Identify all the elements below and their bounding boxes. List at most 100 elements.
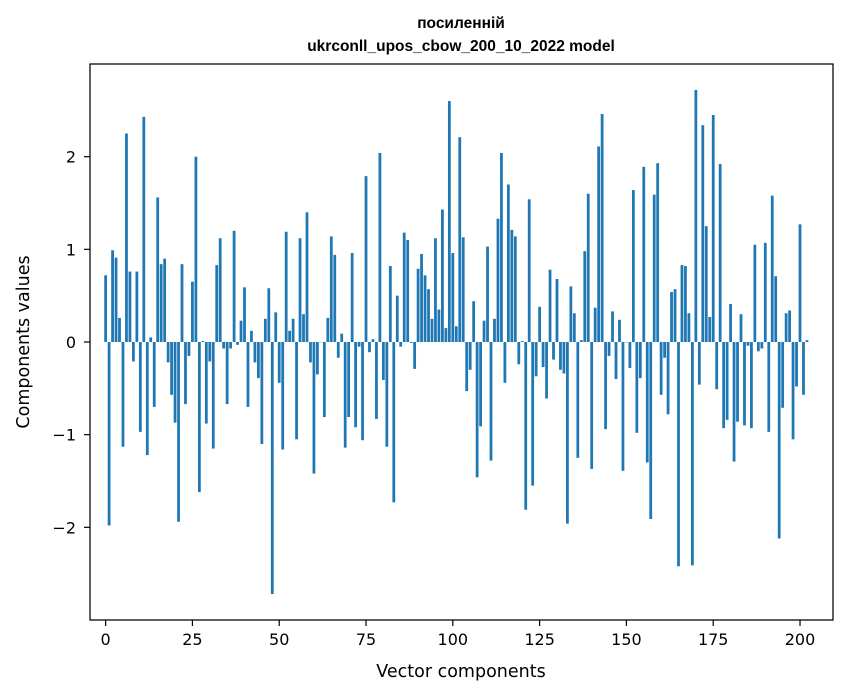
y-axis-label: Components values	[14, 255, 34, 428]
bar	[111, 250, 114, 342]
bar	[708, 317, 711, 342]
bar	[254, 342, 257, 362]
bar	[365, 176, 368, 342]
bar	[389, 266, 392, 342]
bar	[129, 272, 132, 342]
bar	[545, 342, 548, 399]
bar	[538, 307, 541, 342]
bar	[490, 342, 493, 461]
bar	[528, 199, 531, 342]
bar	[285, 232, 288, 342]
bar	[260, 342, 263, 444]
bar	[188, 342, 191, 356]
bar	[219, 238, 222, 342]
bar	[566, 342, 569, 524]
bar	[181, 264, 184, 342]
bar	[240, 321, 243, 342]
x-tick-label: 200	[785, 630, 816, 649]
x-tick-label: 25	[182, 630, 202, 649]
bar	[795, 342, 798, 386]
bar	[396, 296, 399, 342]
bar	[385, 342, 388, 447]
y-tick-label: 0	[66, 333, 76, 352]
bar	[604, 342, 607, 429]
bar	[243, 287, 246, 342]
bar	[403, 233, 406, 342]
bar	[177, 342, 180, 522]
bar	[299, 238, 302, 342]
bar	[330, 236, 333, 342]
bar	[611, 311, 614, 342]
bar	[226, 342, 229, 404]
bar	[274, 312, 277, 342]
bar	[556, 279, 559, 342]
bar	[802, 342, 805, 395]
bar	[201, 341, 204, 342]
y-tick-label: 2	[66, 148, 76, 167]
bar	[108, 342, 111, 525]
bar	[660, 342, 663, 395]
bar	[438, 310, 441, 342]
bar	[174, 342, 177, 423]
bar	[757, 342, 760, 351]
bar	[417, 269, 420, 342]
bar	[115, 258, 118, 342]
bar	[476, 342, 479, 477]
bar	[549, 270, 552, 342]
bar	[257, 342, 260, 378]
bar	[622, 342, 625, 471]
bar	[510, 230, 513, 342]
bar	[583, 251, 586, 342]
bar	[649, 342, 652, 519]
bar	[712, 115, 715, 342]
bar	[444, 328, 447, 342]
bar	[733, 342, 736, 462]
bar	[681, 265, 684, 342]
bar	[351, 253, 354, 342]
bar	[233, 231, 236, 342]
bar	[413, 342, 416, 369]
bar	[514, 236, 517, 342]
bar	[153, 342, 156, 407]
bar	[483, 321, 486, 342]
bar	[149, 337, 152, 342]
bar	[132, 342, 135, 361]
bar	[146, 342, 149, 455]
x-tick-label: 75	[356, 630, 376, 649]
bar	[455, 326, 458, 342]
bar	[629, 342, 632, 368]
bar	[781, 342, 784, 408]
bar	[698, 342, 701, 385]
bar	[774, 276, 777, 342]
bar	[313, 342, 316, 474]
bar	[410, 342, 413, 343]
bar	[462, 237, 465, 342]
bar	[441, 209, 444, 342]
bar	[608, 342, 611, 356]
bar	[340, 334, 343, 342]
bar	[382, 342, 385, 380]
bar	[368, 342, 371, 352]
bar	[229, 342, 232, 348]
bar	[399, 342, 402, 347]
bar	[743, 342, 746, 425]
bar	[792, 342, 795, 439]
chart-title-line-1: посиленній	[417, 15, 505, 32]
bar	[663, 342, 666, 358]
bar	[250, 331, 253, 342]
bar	[601, 114, 604, 342]
bar	[684, 266, 687, 342]
bar	[333, 255, 336, 342]
bar	[597, 146, 600, 342]
bar	[753, 245, 756, 342]
bar	[326, 318, 329, 342]
bar	[122, 342, 125, 447]
bar	[587, 194, 590, 342]
bar	[104, 275, 107, 342]
bar	[767, 342, 770, 432]
bar	[705, 226, 708, 342]
bar	[715, 342, 718, 389]
bar	[504, 342, 507, 383]
bar	[524, 342, 527, 510]
